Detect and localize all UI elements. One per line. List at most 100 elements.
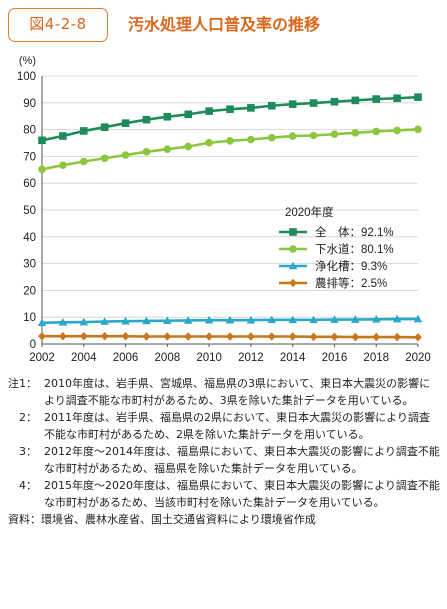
- data-point: [142, 148, 151, 156]
- data-point: [413, 314, 423, 323]
- data-point: [79, 127, 88, 135]
- data-point: [59, 132, 67, 140]
- y-tick-label: 90: [23, 98, 36, 110]
- data-point: [309, 99, 318, 107]
- data-point: [121, 151, 130, 159]
- note-text: 2012年度～2014年度は、福島県において、東日本大震災の影響により調査不能な…: [44, 445, 440, 475]
- data-point: [226, 105, 234, 114]
- data-point: [414, 333, 422, 342]
- data-point: [184, 332, 193, 341]
- y-tick-label: 50: [23, 205, 36, 217]
- legend-label: 農排等：2.5%: [315, 276, 387, 290]
- data-point: [38, 165, 46, 174]
- series-2: [38, 125, 422, 174]
- data-point: [267, 101, 276, 110]
- legend-label: 下水道：80.1%: [315, 242, 394, 256]
- data-point: [288, 100, 297, 108]
- data-point: [267, 315, 277, 324]
- data-point: [414, 93, 422, 101]
- data-point: [372, 95, 381, 103]
- y-axis-label: (%): [19, 55, 36, 67]
- series-line: [41, 128, 419, 171]
- data-point: [205, 332, 213, 341]
- data-point: [414, 125, 422, 134]
- note-text: 2011年度は、岩手県、福島県の2県において、東日本大震災の影響により調査不能な…: [44, 411, 430, 441]
- y-tick-label: 60: [23, 178, 36, 190]
- data-point: [163, 332, 172, 341]
- figure-title: 汚水処理人口普及率の推移: [128, 15, 321, 34]
- data-point: [267, 133, 276, 142]
- data-point: [289, 228, 297, 236]
- series-line: [41, 95, 419, 142]
- data-point: [330, 332, 339, 342]
- series-1: [38, 93, 422, 145]
- data-point: [351, 315, 360, 323]
- data-point: [351, 96, 360, 105]
- data-point: [205, 138, 213, 147]
- data-point: [393, 94, 401, 103]
- note-1: 注1： 2010年度は、岩手県、宮城県、福島県の3県において、東日本大震災の影響…: [8, 376, 440, 409]
- data-point: [351, 332, 360, 342]
- data-point: [38, 136, 46, 145]
- data-point: [38, 331, 46, 341]
- data-point: [163, 316, 172, 324]
- y-tick-label: 0: [30, 339, 36, 351]
- axes: 0 10 20 30 40 50 60 70 80 90 100 (%) 2002 2004 2006 200…: [17, 55, 431, 364]
- data-point: [330, 97, 339, 106]
- source-note: 資料：環境省、農林水産省、国土交通省資料により環境省作成: [8, 513, 316, 526]
- line-chart: 0 10 20 30 40 50 60 70 80 90 100 (%) 2002 2004 2006 200…: [17, 55, 431, 364]
- note-2: 2： 2011年度は、岩手県、福島県の2県において、東日本大震災の影響により調査…: [8, 410, 440, 443]
- grid-lines: [42, 75, 418, 345]
- legend-item-4: 農排等：2.5%: [279, 276, 387, 290]
- data-point: [205, 107, 213, 115]
- data-point: [372, 127, 381, 136]
- x-tick-label: 2002: [29, 352, 55, 364]
- data-point: [393, 126, 401, 135]
- data-point: [225, 315, 235, 324]
- legend-title: 2020年度: [285, 205, 334, 219]
- data-point: [330, 130, 339, 138]
- data-point: [142, 115, 151, 124]
- data-point: [100, 317, 109, 325]
- data-point: [100, 154, 109, 163]
- data-point: [163, 112, 172, 121]
- data-point: [372, 332, 381, 342]
- data-point: [309, 332, 318, 342]
- data-point: [142, 332, 151, 341]
- x-tick-label: 2014: [280, 352, 306, 364]
- series-3: [37, 314, 423, 327]
- data-point: [204, 315, 214, 324]
- y-tick-label: 10: [23, 312, 36, 324]
- data-point: [393, 332, 401, 342]
- note-label: 注1：: [8, 377, 37, 390]
- data-point: [247, 104, 255, 112]
- figure-number-badge: 図4-2-8: [8, 8, 108, 42]
- legend-item-2: 下水道：80.1%: [279, 242, 394, 256]
- data-point: [371, 315, 381, 323]
- figure-header: 図4-2-8 汚水処理人口普及率の推移: [8, 8, 439, 42]
- note-text: 2010年度は、岩手県、宮城県、福島県の3県において、東日本大震災の影響により調…: [44, 377, 431, 407]
- note-4: 4： 2015年度～2020年度は、福島県において、東日本大震災の影響により調査…: [8, 478, 440, 511]
- x-tick-label: 2020: [405, 352, 431, 364]
- data-point: [183, 316, 193, 324]
- data-point: [247, 332, 255, 341]
- y-tick-label: 70: [23, 151, 36, 163]
- x-tick-label: 2012: [238, 352, 264, 364]
- data-point: [309, 131, 318, 140]
- data-point: [288, 315, 297, 324]
- x-tick-label: 2010: [196, 352, 222, 364]
- data-point: [288, 261, 298, 270]
- data-point: [59, 331, 67, 341]
- data-point: [100, 331, 109, 341]
- data-point: [247, 135, 255, 144]
- note-label: 3：: [8, 445, 37, 458]
- data-point: [288, 332, 297, 341]
- legend-item-3: 浄化槽：9.3%: [279, 259, 387, 273]
- data-point: [309, 315, 318, 324]
- x-tick-label: 2006: [113, 352, 139, 364]
- series-lines: [37, 93, 423, 342]
- note-label: 4：: [8, 479, 37, 492]
- legend-label: 浄化槽：9.3%: [315, 259, 387, 273]
- data-point: [226, 332, 234, 341]
